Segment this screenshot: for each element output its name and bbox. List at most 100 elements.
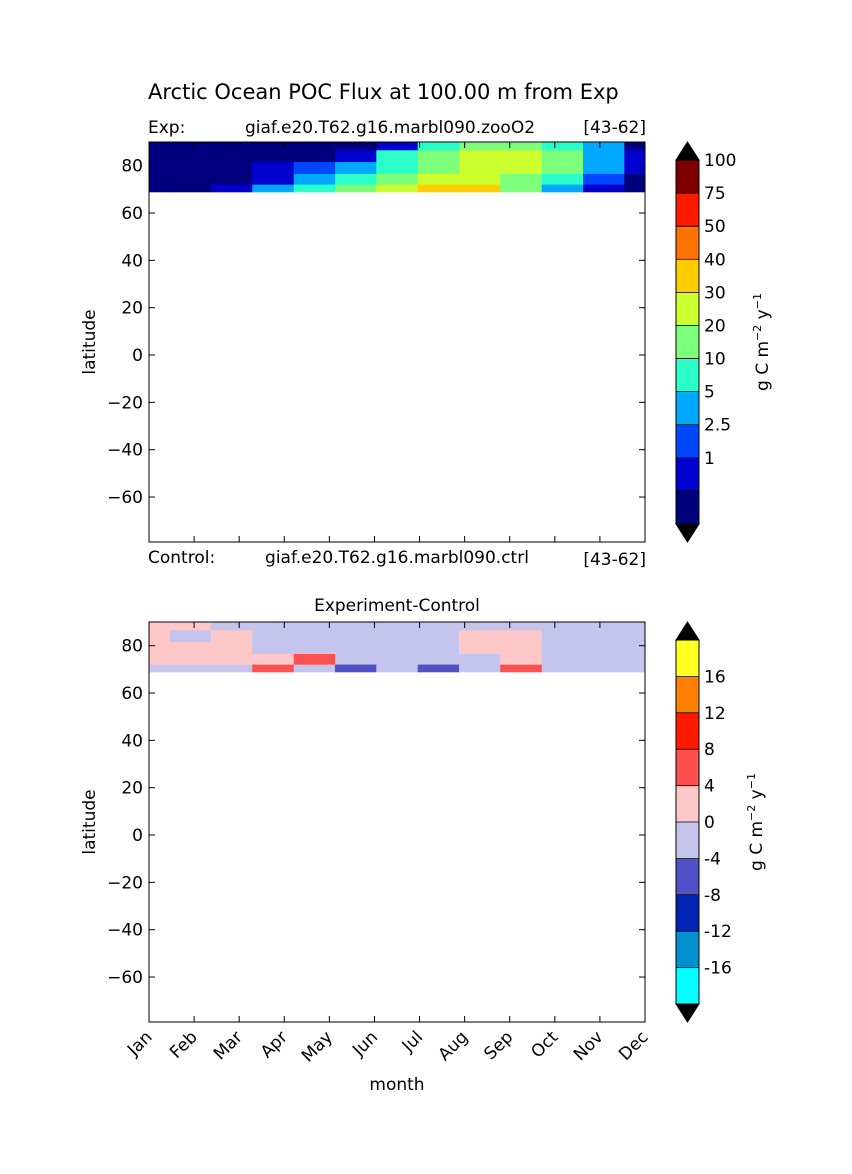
- top-cell: [252, 184, 295, 193]
- top-cell: [459, 150, 501, 163]
- top-cell: [149, 150, 171, 163]
- top-cell: [541, 184, 584, 193]
- diff-heatmap-panel: 80 60 40 20 0 −20 −40 −60 Jan Feb Mar Apr May Jun Jul…: [80, 621, 653, 1095]
- top-cell: [335, 174, 377, 186]
- top-ytick-label: −40: [107, 441, 143, 461]
- diff-colorbar-over-triangle: [675, 621, 700, 641]
- diff-cell: [149, 622, 171, 631]
- top-colorbar-swatch: [676, 226, 699, 260]
- diff-xtick-label: Jan: [123, 1027, 156, 1060]
- diff-cell: [335, 630, 377, 643]
- top-ytick-label: 60: [121, 204, 143, 224]
- top-colorbar-swatch: [676, 490, 699, 525]
- diff-plot-area: [149, 622, 645, 1022]
- diff-xtick-label: Sep: [480, 1027, 517, 1064]
- diff-cell: [500, 654, 543, 666]
- diff-cell: [149, 630, 171, 643]
- diff-colorbar-tick-label: 0: [704, 813, 715, 833]
- diff-cell: [376, 654, 419, 666]
- diff-cell: [459, 622, 501, 631]
- diff-cell: [583, 622, 625, 631]
- top-cell: [211, 174, 253, 186]
- top-cell: [583, 142, 625, 151]
- diff-x-axis-label: month: [369, 1075, 424, 1095]
- top-cell: [169, 150, 212, 163]
- control-case-name: giaf.e20.T62.g16.marbl090.ctrl: [265, 548, 529, 568]
- top-cell: [624, 174, 645, 186]
- diff-cell: [417, 630, 460, 643]
- diff-xtick-label: Mar: [210, 1027, 247, 1064]
- top-ytick-label: −60: [107, 488, 143, 508]
- diff-cell: [624, 664, 645, 673]
- top-cell: [376, 162, 419, 175]
- diff-cell: [624, 622, 645, 631]
- diff-cell: [293, 622, 336, 631]
- diff-plot-frame: [148, 621, 646, 1023]
- top-cell: [459, 162, 501, 175]
- diff-xtick-label: May: [298, 1027, 337, 1066]
- diff-colorbar-swatch: [676, 712, 699, 750]
- diff-cell: [169, 642, 212, 655]
- diff-colorbar-swatch: [676, 858, 699, 896]
- diff-cell: [252, 622, 295, 631]
- top-ytick-label: 40: [121, 251, 143, 271]
- diff-cell: [376, 642, 419, 655]
- diff-cell: [624, 654, 645, 666]
- top-cell: [252, 174, 295, 186]
- diff-colorbar-tick-label: 4: [704, 777, 715, 797]
- diff-cell: [335, 664, 377, 673]
- top-cell: [335, 184, 377, 193]
- top-colorbar-swatch: [676, 325, 699, 360]
- top-cell: [211, 162, 253, 175]
- top-colorbar-swatch: [676, 193, 699, 227]
- diff-cell: [417, 664, 460, 673]
- diff-cell: [149, 654, 171, 666]
- exp-case-name: giaf.e20.T62.g16.marbl090.zooO2: [245, 118, 535, 138]
- diff-xtick-label: Aug: [435, 1027, 473, 1065]
- diff-cell: [459, 664, 501, 673]
- top-cell: [376, 184, 419, 193]
- diff-colorbar-swatch: [676, 967, 699, 1005]
- diff-colorbar-swatch: [676, 640, 699, 677]
- top-colorbar-label: g C m−2 y−1: [751, 293, 773, 391]
- top-cell: [169, 142, 212, 151]
- diff-cell: [169, 664, 212, 673]
- top-cell: [417, 174, 460, 186]
- diff-colorbar-frame: [675, 639, 700, 1005]
- diff-cell: [500, 664, 543, 673]
- diff-xtick-label: Dec: [615, 1027, 652, 1064]
- diff-ytick-label: −60: [107, 968, 143, 988]
- diff-cell: [459, 654, 501, 666]
- top-cell: [149, 142, 171, 151]
- top-ytick-label: 0: [132, 346, 143, 366]
- diff-cell: [500, 630, 543, 643]
- top-plot-frame: [148, 141, 646, 543]
- diff-cell: [541, 630, 584, 643]
- diff-cell: [252, 642, 295, 655]
- top-cell: [335, 162, 377, 175]
- top-cell: [583, 150, 625, 163]
- top-cell: [583, 184, 625, 193]
- top-ytick-label: 20: [121, 299, 143, 319]
- top-y-axis-label: latitude: [80, 309, 100, 374]
- diff-colorbar-swatch: [676, 894, 699, 932]
- diff-panel-title: Experiment-Control: [314, 596, 480, 616]
- diff-colorbar-tick-label: 12: [704, 704, 726, 724]
- top-cell: [293, 184, 336, 193]
- diff-cell: [417, 622, 460, 631]
- diff-colorbar-tick-label: -12: [704, 922, 732, 942]
- top-colorbar-tick-label: 20: [704, 316, 726, 336]
- top-colorbar-tick-label: 40: [704, 250, 726, 270]
- diff-cell: [169, 654, 212, 666]
- diff-cell: [211, 630, 253, 643]
- diff-cell: [500, 622, 543, 631]
- top-colorbar-under-triangle: [675, 523, 700, 543]
- diff-cell: [252, 654, 295, 666]
- diff-cell: [541, 642, 584, 655]
- top-colorbar-tick-label: 10: [704, 350, 726, 370]
- diff-cell: [335, 654, 377, 666]
- top-colorbar-swatch: [676, 259, 699, 293]
- diff-colorbar-swatch: [676, 676, 699, 714]
- top-cell: [293, 142, 336, 151]
- top-cell: [376, 150, 419, 163]
